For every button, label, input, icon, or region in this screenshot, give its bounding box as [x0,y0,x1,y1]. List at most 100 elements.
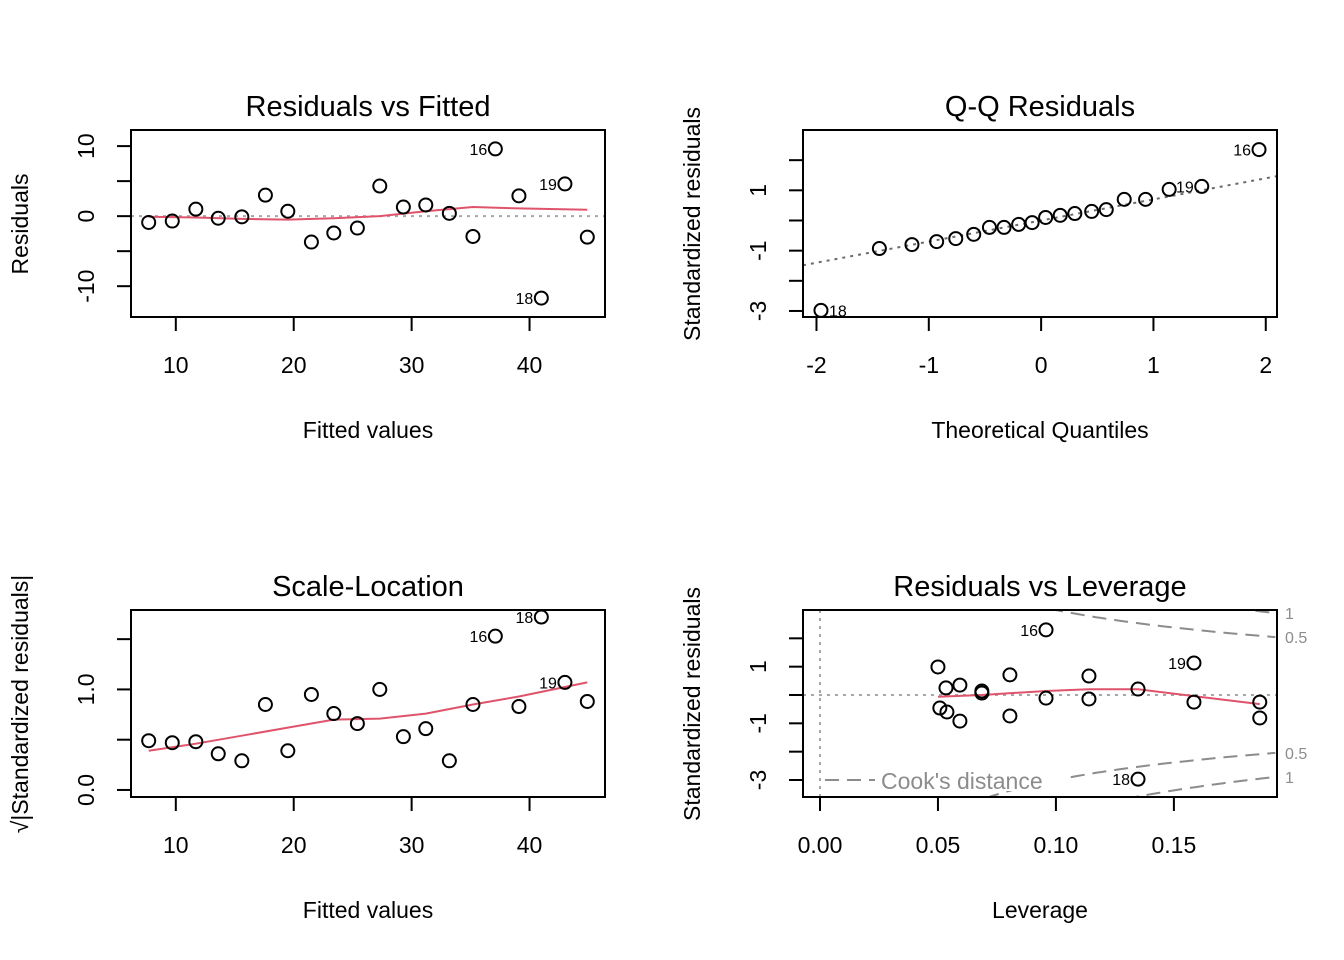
plot-area [148,681,588,752]
x-tick-label: 1 [1147,352,1160,378]
data-point [966,226,982,242]
data-point [1098,202,1114,218]
x-tick-label: 0.00 [798,832,843,858]
y-tick-label: -3 [745,770,771,790]
data-point [303,234,319,250]
data-point [533,290,549,306]
x-tick-label: 10 [163,352,189,378]
data-point [257,697,273,713]
data-point [1161,181,1177,197]
data-point [930,659,946,675]
x-tick-label: 0.15 [1152,832,1197,858]
cooks-legend-bg [879,763,1067,791]
data-point [234,209,250,225]
data-point [948,231,964,247]
y-tick-label: 1 [745,660,771,673]
cooks-legend-label: Cook's distance [881,768,1043,794]
y-axis-label: Standardized residuals [679,107,705,341]
point-label: 16 [470,142,488,159]
panel-title: Residuals vs Leverage [893,571,1186,603]
data-point [1081,668,1097,684]
data-point [465,697,481,713]
data-point [372,178,388,194]
data-point [418,197,434,213]
data-point [511,188,527,204]
plot-area [131,205,605,221]
data-point [1038,690,1054,706]
cooks-distance-contour [1130,775,1276,797]
x-tick-label: 0.05 [916,832,961,858]
cooks-contour-label: 0.5 [1285,630,1307,647]
cooks-contour-label: 1 [1285,606,1294,623]
data-point [487,628,503,644]
data-point [1252,710,1268,726]
y-tick-label: 0 [73,210,99,223]
data-point [1067,206,1083,222]
data-point [188,201,204,217]
data-point [1038,209,1054,225]
x-tick-label: 20 [281,352,307,378]
data-point [1081,691,1097,707]
data-point [1024,215,1040,231]
data-point [418,721,434,737]
data-point [1251,142,1267,158]
data-point [938,680,954,696]
smoother-line [148,205,588,221]
x-tick-label: -1 [919,352,939,378]
point-label: 19 [539,177,557,194]
x-tick-label: 2 [1259,352,1272,378]
data-point [1186,694,1202,710]
panel-qq-residuals: Q-Q Residuals Theoretical Quantiles Stan… [679,91,1278,443]
data-point [981,219,997,235]
x-tick-label: 10 [163,832,189,858]
data-point [487,141,503,157]
y-tick-label: 0.0 [73,774,99,806]
x-tick-label: 0.10 [1034,832,1079,858]
data-point [557,674,573,690]
point-label: 18 [1112,772,1130,789]
data-point [1138,191,1154,207]
data-point [974,685,990,701]
data-point [1002,667,1018,683]
data-point [1186,655,1202,671]
data-point [441,205,457,221]
data-point [349,716,365,732]
data-point [372,681,388,697]
data-point [1002,708,1018,724]
data-point [579,229,595,245]
y-tick-label: 1.0 [73,673,99,705]
data-point [1084,203,1100,219]
data-point [557,176,573,192]
cooks-contour-label: 1 [1285,770,1294,787]
data-point [939,704,955,720]
point-label: 19 [1168,656,1186,673]
y-tick-label: -1 [745,240,771,260]
data-point [465,228,481,244]
y-tick-label: 1 [745,184,771,197]
data-point [511,699,527,715]
data-point [234,753,250,769]
data-point [932,700,948,716]
panel-scale-location: Scale-Location Fitted values √|Standardi… [7,571,606,923]
panel-title: Scale-Location [272,571,464,603]
data-point [395,729,411,745]
data-point [141,214,157,230]
y-tick-label: 10 [73,133,99,159]
panel-title: Residuals vs Fitted [246,91,491,123]
y-tick-label: -10 [73,270,99,303]
data-point [395,199,411,215]
point-label: 18 [516,291,534,308]
data-point [1194,178,1210,194]
x-axis-label: Fitted values [303,897,433,923]
x-tick-label: 40 [517,832,543,858]
x-tick-label: -2 [806,352,826,378]
panel-title: Q-Q Residuals [945,91,1135,123]
point-label: 16 [470,629,488,646]
data-point [1116,191,1132,207]
data-point [164,735,180,751]
data-point [280,743,296,759]
data-point [141,733,157,749]
point-label: 19 [539,675,557,692]
data-point [303,686,319,702]
